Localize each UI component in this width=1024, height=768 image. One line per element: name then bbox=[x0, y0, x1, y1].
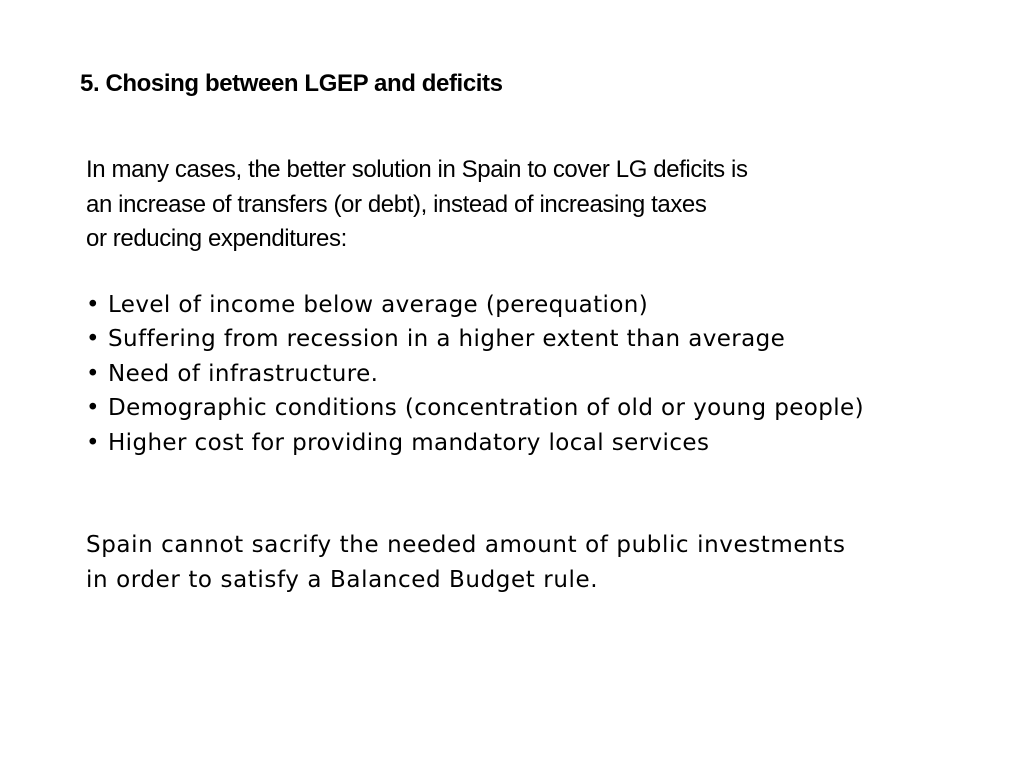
bullet-text: Demographic conditions (concentration of… bbox=[107, 395, 864, 422]
bullet-item: • Suffering from recession in a higher ex… bbox=[86, 322, 864, 356]
bullet-symbol: • bbox=[86, 429, 100, 456]
conclusion-line: Spain cannot sacrify the needed amount o… bbox=[86, 532, 846, 558]
conclusion-line: in order to satisfy a Balanced Budget ru… bbox=[86, 566, 599, 593]
bullet-symbol: • bbox=[86, 395, 100, 422]
slide-title: 5. Chosing between LGEP and deficits bbox=[80, 70, 503, 97]
bullet-text: Suffering from recession in a higher ext… bbox=[107, 326, 786, 353]
bullet-item: • Level of income below average (perequat… bbox=[86, 288, 864, 322]
bullet-text: Level of income below average (perequati… bbox=[107, 292, 649, 318]
bullet-item: • Need of infrastructure. bbox=[86, 357, 864, 391]
bullet-symbol: • bbox=[86, 292, 100, 318]
bullet-symbol: • bbox=[86, 360, 100, 387]
bullet-text: Need of infrastructure. bbox=[107, 360, 379, 387]
bullet-item: • Demographic conditions (concentration o… bbox=[86, 391, 864, 425]
intro-line: In many cases, the better solution in Sp… bbox=[86, 156, 748, 183]
intro-line: or reducing expenditures: bbox=[86, 225, 347, 252]
bullet-item: • Higher cost for providing mandatory loc… bbox=[86, 426, 864, 460]
intro-line: an increase of transfers (or debt), inst… bbox=[86, 190, 707, 218]
bullet-text: Higher cost for providing mandatory loca… bbox=[107, 429, 710, 456]
bullet-symbol: • bbox=[86, 326, 100, 353]
bullet-list: • Level of income below average (perequat… bbox=[86, 288, 864, 460]
intro-paragraph: In many cases, the better solution in Sp… bbox=[86, 153, 748, 257]
conclusion-paragraph: Spain cannot sacrify the needed amount o… bbox=[86, 528, 846, 597]
